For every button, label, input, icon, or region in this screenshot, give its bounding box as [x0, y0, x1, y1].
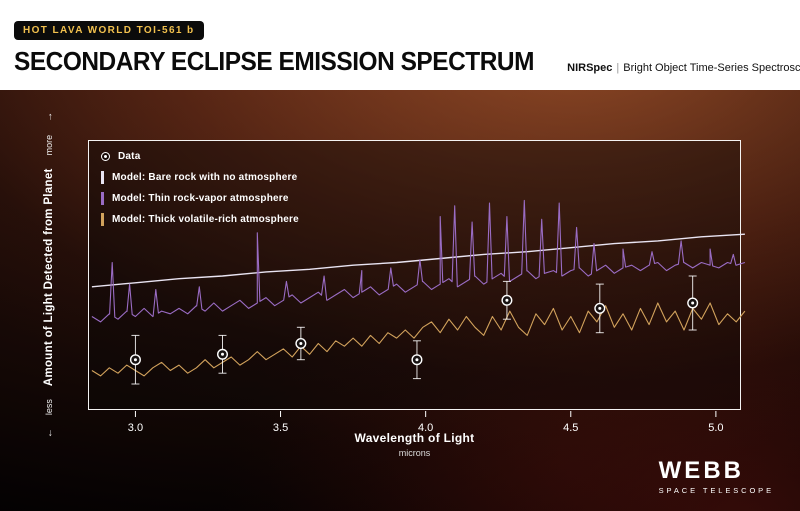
legend-label-volatile: Model: Thick volatile-rich atmosphere [112, 214, 299, 225]
x-axis-units: microns [398, 448, 431, 458]
data-point-marker-icon [101, 152, 110, 161]
page-title: SECONDARY ECLIPSE EMISSION SPECTRUM [14, 46, 534, 76]
x-tick-label: 4.5 [563, 422, 578, 434]
x-tick-label: 4.0 [418, 422, 433, 434]
instrument-name: NIRSpec [567, 62, 613, 74]
y-axis-more-arrow-icon: → [43, 111, 55, 122]
y-axis-label: ← less Amount of Light Detected from Pla… [36, 112, 62, 438]
legend-row-bare-rock: Model: Bare rock with no atmosphere [101, 171, 299, 184]
webb-logo-subtitle: SPACE TELESCOPE [658, 486, 774, 495]
bare-rock-line-swatch-icon [101, 171, 104, 184]
rock-vapor-line-swatch-icon [101, 192, 104, 205]
spectrum-chart: 3.0 3.5 4.0 4.5 5.0 [91, 199, 746, 434]
webb-logo-name: WEBB [658, 457, 744, 484]
legend-row-data: Data [101, 150, 299, 163]
y-axis-less-arrow-icon: ← [43, 428, 55, 439]
x-tick-label: 3.5 [273, 422, 288, 434]
legend-label-bare-rock: Model: Bare rock with no atmosphere [112, 172, 298, 183]
space-background: ← less Amount of Light Detected from Pla… [0, 90, 800, 511]
instrument-caption: NIRSpec | Bright Object Time-Series Spectr… [567, 62, 800, 74]
caption-separator: | [616, 62, 620, 74]
webb-logo: WEBB SPACE TELESCOPE [658, 457, 774, 496]
planet-badge: HOT LAVA WORLD TOI-561 b [14, 21, 204, 40]
x-tick-label: 3.0 [128, 422, 143, 434]
spectrum-plot: 3.0 3.5 4.0 4.5 5.0 Data Model: Bare rock wi… [88, 140, 746, 434]
y-axis-title: Amount of Light Detected from Planet [43, 168, 55, 387]
model-line-2 [91, 302, 746, 377]
x-axis-title: Wavelength of Light [354, 431, 475, 445]
legend-label-rock-vapor: Model: Thin rock-vapor atmosphere [112, 193, 289, 204]
x-axis-label: Wavelength of Light microns [88, 431, 741, 458]
y-axis-less-label: less [44, 399, 54, 416]
legend-label-data: Data [118, 151, 141, 162]
legend-row-rock-vapor: Model: Thin rock-vapor atmosphere [101, 192, 299, 205]
volatile-line-swatch-icon [101, 213, 104, 226]
legend: Data Model: Bare rock with no atmosphere… [101, 150, 299, 226]
model-line-1 [91, 199, 746, 323]
model-line-0 [91, 233, 745, 288]
y-axis-more-label: more [44, 134, 54, 156]
header: HOT LAVA WORLD TOI-561 b SECONDARY ECLIP… [0, 0, 800, 90]
instrument-detail: Bright Object Time-Series Spectroscopy (… [623, 62, 800, 74]
x-tick-label: 5.0 [708, 422, 723, 434]
legend-row-volatile: Model: Thick volatile-rich atmosphere [101, 213, 299, 226]
